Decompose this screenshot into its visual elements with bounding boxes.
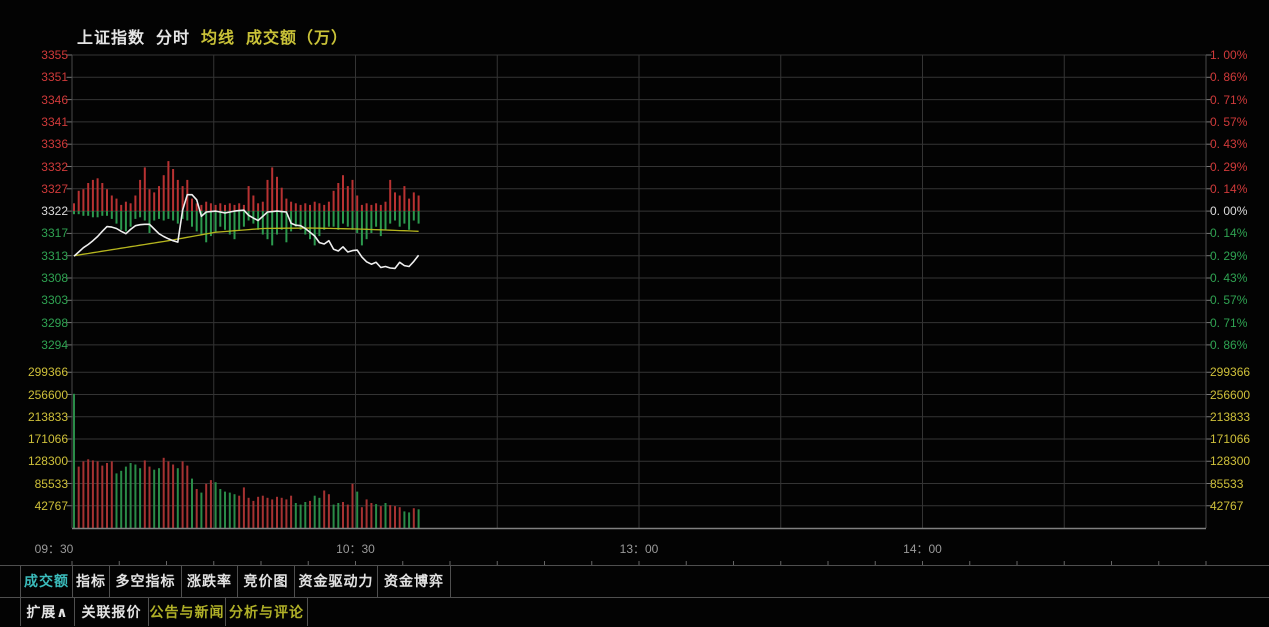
volume-axis-label: 128300 (1210, 454, 1251, 469)
time-axis-label: 14：00 (903, 542, 942, 556)
price-axis-label: 3351 (41, 70, 68, 85)
percent-axis-label: 0. 43% (1210, 271, 1248, 285)
tab-auction[interactable]: 竞价图 (238, 566, 295, 597)
volume-axis-label: 299366 (27, 365, 68, 380)
price-axis-label: 3303 (41, 293, 68, 308)
tab-news[interactable]: 公告与新闻 (149, 598, 226, 626)
time-axis-label: 10：30 (336, 542, 375, 556)
info-tab-bar: 扩展∧ 关联报价 公告与新闻 分析与评论 (20, 598, 308, 626)
volume-axis-label: 171066 (1210, 432, 1251, 446)
tab-analysis[interactable]: 分析与评论 (226, 598, 308, 626)
chart-title-bar: 上证指数 分时 均线 成交额（万） (77, 24, 348, 48)
percent-axis-label: 0. 57% (1210, 293, 1248, 308)
percent-axis-label: 0. 14% (1210, 181, 1248, 196)
expand-toggle[interactable]: 扩展∧ (20, 598, 75, 626)
volume-axis-label: 85533 (34, 476, 68, 491)
price-axis-label: 3332 (41, 159, 68, 174)
ma-legend[interactable]: 均线 (201, 30, 236, 47)
tab-indicator[interactable]: 指标 (73, 566, 110, 597)
tab-volume[interactable]: 成交额 (20, 566, 73, 597)
percent-axis-label: 1. 00% (1210, 48, 1248, 62)
percent-axis-label: 0. 43% (1210, 137, 1248, 152)
price-axis-label: 3336 (41, 137, 68, 152)
volume-axis-label: 256600 (1210, 387, 1251, 402)
index-name: 上证指数 (77, 30, 146, 47)
percent-axis-label: 0. 29% (1210, 248, 1248, 263)
volume-axis-label: 128300 (27, 454, 68, 469)
tab-long-short[interactable]: 多空指标 (110, 566, 182, 597)
volume-axis-label: 213833 (27, 409, 68, 424)
volume-legend[interactable]: 成交额（万） (246, 30, 349, 47)
minute-mode-label[interactable]: 分时 (156, 30, 191, 47)
volume-axis-label: 256600 (27, 387, 68, 402)
price-axis-label: 3294 (41, 337, 68, 352)
tab-fund-drive[interactable]: 资金驱动力 (295, 566, 378, 597)
price-axis-label: 3341 (41, 114, 68, 129)
percent-axis-label: 0. 71% (1210, 92, 1248, 107)
percent-axis-label: 0. 86% (1210, 70, 1248, 85)
percent-axis-label: 0. 86% (1210, 337, 1248, 352)
tab-related-quotes[interactable]: 关联报价 (75, 598, 149, 626)
percent-axis-label: 0. 00% (1210, 204, 1248, 219)
volume-axis-label: 42767 (34, 498, 68, 513)
tab-bar-divider-top (0, 565, 1269, 566)
percent-axis-label: 0. 57% (1210, 114, 1248, 129)
percent-axis-label: 0. 29% (1210, 159, 1248, 174)
price-axis-label: 3327 (41, 181, 68, 196)
volume-axis-label: 85533 (1210, 476, 1244, 491)
price-axis-label: 3313 (41, 248, 68, 263)
percent-axis-label: 0. 71% (1210, 315, 1248, 330)
volume-axis-label: 171066 (27, 432, 68, 446)
tab-change-rate[interactable]: 涨跌率 (182, 566, 238, 597)
percent-axis-label: 0. 14% (1210, 226, 1248, 241)
time-axis-label: 13：00 (619, 542, 659, 556)
indicator-tab-bar: 成交额 指标 多空指标 涨跌率 竞价图 资金驱动力 资金博弈 (20, 566, 451, 597)
volume-axis-label: 299366 (1210, 365, 1251, 380)
volume-axis-label: 213833 (1210, 409, 1251, 424)
price-axis-label: 3346 (41, 92, 68, 107)
price-axis-label: 3298 (41, 315, 68, 330)
tab-fund-game[interactable]: 资金博弈 (378, 566, 451, 597)
price-axis-label: 3308 (41, 271, 68, 285)
tab-bar-divider-mid (0, 597, 1269, 598)
time-axis-label: 09：30 (34, 542, 74, 556)
volume-axis-label: 42767 (1210, 498, 1244, 513)
price-axis-label: 3322 (41, 204, 68, 219)
price-axis-label: 3317 (41, 226, 68, 241)
price-axis-label: 3355 (41, 48, 68, 62)
